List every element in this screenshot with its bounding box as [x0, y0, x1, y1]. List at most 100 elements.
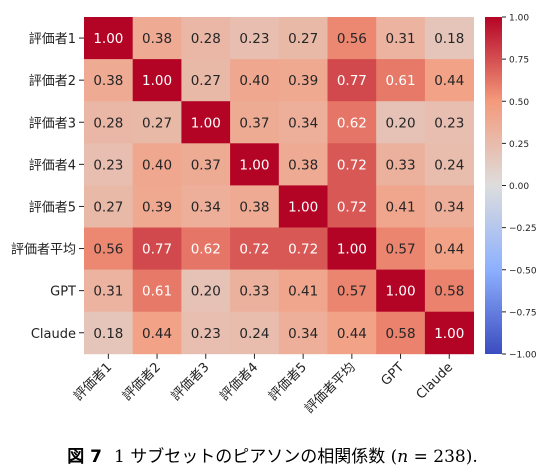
cell-value-label: 0.38 [93, 73, 123, 89]
cell-value-label: 0.18 [93, 326, 123, 342]
cell-value-label: 1.00 [288, 199, 318, 215]
cell-value-label: 0.38 [142, 31, 172, 47]
cell-value-label: 0.27 [93, 199, 123, 215]
cell-value-label: 0.41 [288, 284, 318, 300]
heatmap-cell [278, 101, 328, 144]
heatmap-cells: 1.00 0.38 0.28 0.23 0.27 0.56 0.31 0.18 0.38 1.00… [84, 17, 474, 355]
heatmap-cell [84, 227, 134, 270]
cell-value-label: 0.41 [386, 199, 416, 215]
cell-value-label: 0.61 [142, 284, 172, 300]
heatmap-cell [376, 101, 426, 144]
heatmap-cell [84, 311, 134, 355]
colorbar-tick-label: 0.00 [509, 182, 529, 192]
cell-value-label: 0.28 [93, 115, 123, 131]
column-label: Claude [414, 360, 457, 403]
cell-value-label: 0.62 [191, 242, 221, 258]
colorbar-tick-label: −0.50 [509, 266, 537, 276]
cell-value-label: 0.72 [337, 157, 367, 173]
cell-value-label: 0.77 [337, 73, 367, 89]
heatmap-cell [376, 311, 426, 355]
heatmap-cell [181, 101, 231, 144]
cell-value-label: 0.33 [239, 284, 269, 300]
heatmap-cell [376, 227, 426, 270]
heatmap-cell [132, 17, 182, 60]
heatmap-cell [278, 17, 328, 60]
cell-value-label: 0.37 [239, 115, 269, 131]
heatmap-cell [132, 143, 182, 186]
cell-value-label: 0.72 [337, 199, 367, 215]
cell-value-label: 0.72 [288, 242, 318, 258]
row-label: 評価者4 [29, 158, 76, 173]
cell-value-label: 0.18 [434, 31, 464, 47]
caption-text: 1 サブセットのピアソンの相関係数 ( [113, 447, 398, 467]
heatmap-cell [132, 59, 182, 102]
cell-value-label: 0.23 [434, 115, 464, 131]
figure-caption: 図 7 1 サブセットのピアソンの相関係数 (n = 238). [0, 442, 545, 467]
heatmap-cell [327, 101, 377, 144]
heatmap-cell [424, 17, 474, 60]
heatmap-cell [84, 185, 134, 228]
cell-value-label: 0.23 [191, 326, 221, 342]
cell-value-label: 0.61 [386, 73, 416, 89]
correlation-heatmap: 1.00 0.38 0.28 0.23 0.27 0.56 0.31 0.18 0.38 1.00… [11, 14, 537, 417]
cell-value-label: 0.27 [288, 31, 318, 47]
heatmap-cell [230, 269, 280, 313]
heatmap-cell [376, 17, 426, 60]
cell-value-label: 0.33 [386, 157, 416, 173]
cell-value-label: 0.77 [142, 242, 172, 258]
heatmap-cell [376, 143, 426, 186]
heatmap-cell [181, 17, 231, 60]
cell-value-label: 0.34 [288, 115, 318, 131]
cell-value-label: 1.00 [239, 157, 269, 173]
cell-value-label: 0.34 [288, 326, 318, 342]
heatmap-cell [278, 311, 328, 355]
heatmap-cell [181, 227, 231, 270]
column-label: 評価者平均 [302, 360, 359, 417]
heatmap-cell [376, 269, 426, 313]
heatmap-cell [84, 143, 134, 186]
colorbar-tick-label: −1.00 [509, 351, 537, 361]
heatmap-cell [181, 185, 231, 228]
heatmap-cell [84, 269, 134, 313]
heatmap-cell [181, 59, 231, 102]
cell-value-label: 0.34 [434, 199, 464, 215]
row-label: 評価者平均 [11, 243, 76, 258]
cell-value-label: 1.00 [434, 326, 464, 342]
heatmap-cell [327, 227, 377, 270]
cell-value-label: 0.58 [434, 284, 464, 300]
colorbar [485, 17, 502, 354]
heatmap-cell [181, 311, 231, 355]
cell-value-label: 0.56 [93, 242, 123, 258]
cell-value-label: 0.38 [288, 157, 318, 173]
heatmap-cell [424, 311, 474, 355]
heatmap-cell [278, 269, 328, 313]
cell-value-label: 0.44 [337, 326, 367, 342]
row-label: GPT [50, 285, 76, 300]
heatmap-cell [376, 185, 426, 228]
row-label: 評価者3 [29, 116, 76, 131]
heatmap-cell [230, 311, 280, 355]
heatmap-cell [327, 311, 377, 355]
cell-value-label: 0.20 [386, 115, 416, 131]
column-label: 評価者2 [120, 360, 164, 404]
cell-value-label: 0.58 [386, 326, 416, 342]
cell-value-label: 0.40 [239, 73, 269, 89]
cell-value-label: 0.34 [191, 199, 221, 215]
heatmap-cell [278, 185, 328, 228]
heatmap-cell [181, 143, 231, 186]
cell-value-label: 0.20 [191, 284, 221, 300]
heatmap-cell [84, 17, 134, 60]
heatmap-cell [327, 269, 377, 313]
heatmap-cell [132, 311, 182, 355]
heatmap-cell [230, 185, 280, 228]
colorbar-tick-label: −0.75 [509, 308, 537, 318]
heatmap-cell [230, 227, 280, 270]
heatmap-cell [230, 143, 280, 186]
column-label: 評価者4 [217, 360, 261, 404]
heatmap-cell [84, 101, 134, 144]
cell-value-label: 0.24 [239, 326, 269, 342]
cell-value-label: 0.44 [434, 242, 464, 258]
cell-value-label: 0.38 [239, 199, 269, 215]
cell-value-label: 0.27 [191, 73, 221, 89]
